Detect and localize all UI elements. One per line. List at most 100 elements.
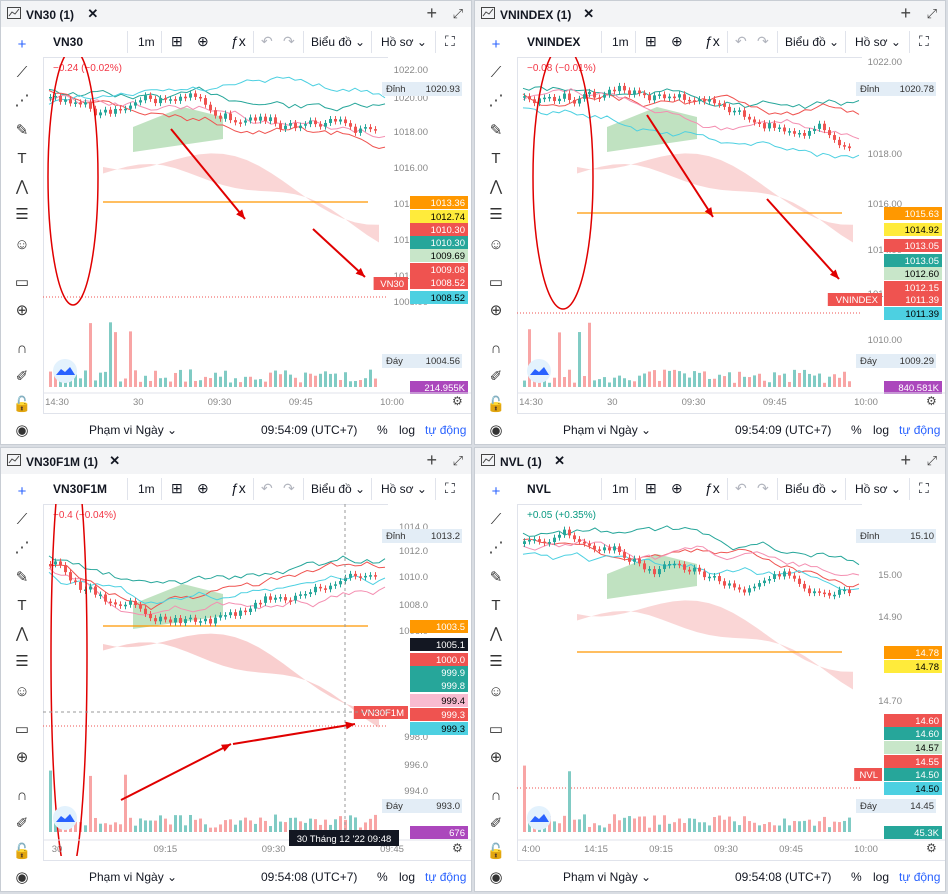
brush-icon[interactable]: ✎ [489, 122, 503, 139]
forecast-icon[interactable]: ☰ [15, 653, 29, 670]
indicator-add-icon[interactable]: ⊕ [197, 33, 209, 49]
profile-menu[interactable]: Hồ sơ ⌄ [381, 35, 427, 49]
symbol-search[interactable]: NVL [527, 482, 551, 496]
undo-icon[interactable]: ↶ [261, 33, 273, 49]
pattern-icon[interactable]: ⋀ [15, 625, 29, 642]
text-icon[interactable]: T [17, 150, 27, 167]
close-icon[interactable]: ✕ [554, 453, 565, 468]
emoji-icon[interactable]: ☺ [14, 683, 30, 700]
symbol-search[interactable]: VN30 [53, 35, 83, 49]
crosshair-icon[interactable]: + [491, 483, 501, 500]
redo-icon[interactable]: ↷ [757, 480, 769, 496]
candles-icon[interactable]: ⊞ [645, 480, 657, 496]
magnet-icon[interactable]: ∩ [16, 787, 28, 804]
formula-icon[interactable]: ƒx [231, 480, 246, 496]
emoji-icon[interactable]: ☺ [14, 236, 30, 253]
range-button[interactable]: Phạm vi Ngày ⌄ [563, 870, 651, 884]
fullscreen-icon[interactable]: ⛶ [919, 33, 929, 49]
lock-icon[interactable]: 🔓 [486, 396, 506, 413]
symbol-search[interactable]: VNINDEX [527, 35, 580, 49]
ruler-icon[interactable]: ▭ [14, 274, 30, 291]
close-icon[interactable]: ✕ [109, 453, 121, 468]
brush-icon[interactable]: ✎ [489, 569, 503, 586]
undo-icon[interactable]: ↶ [735, 480, 747, 496]
forecast-icon[interactable]: ☰ [489, 206, 503, 223]
text-icon[interactable]: T [17, 597, 27, 614]
auto-toggle[interactable]: tự động [899, 870, 941, 884]
settings-icon[interactable]: ⚙ [926, 841, 937, 855]
eye-icon[interactable]: ◉ [15, 422, 29, 439]
trendline-icon[interactable]: ⟋ [490, 511, 502, 528]
candles-icon[interactable]: ⊞ [171, 480, 183, 496]
brush-icon[interactable]: ✎ [15, 122, 29, 139]
interval-button[interactable]: 1m [612, 482, 629, 496]
candles-icon[interactable]: ⊞ [171, 33, 183, 49]
crosshair-icon[interactable]: + [17, 483, 27, 500]
emoji-icon[interactable]: ☺ [488, 683, 504, 700]
lock-drawing-icon[interactable]: ✐ [15, 368, 29, 385]
fib-icon[interactable]: ⋰ [488, 539, 504, 556]
percent-toggle[interactable]: % [851, 423, 862, 437]
add-icon[interactable]: + [900, 450, 911, 470]
fib-icon[interactable]: ⋰ [488, 92, 504, 109]
pattern-icon[interactable]: ⋀ [489, 178, 503, 195]
range-button[interactable]: Phạm vi Ngày ⌄ [563, 423, 651, 437]
lock-icon[interactable]: 🔓 [486, 843, 506, 860]
lock-icon[interactable]: 🔓 [12, 396, 32, 413]
maximize-icon[interactable]: ⤢ [452, 6, 463, 21]
formula-icon[interactable]: ƒx [705, 33, 720, 49]
zoom-icon[interactable]: ⊕ [15, 749, 29, 766]
forecast-icon[interactable]: ☰ [489, 653, 503, 670]
pattern-icon[interactable]: ⋀ [15, 178, 29, 195]
log-toggle[interactable]: log [873, 870, 890, 884]
log-toggle[interactable]: log [399, 870, 416, 884]
chart-menu[interactable]: Biểu đồ ⌄ [785, 482, 839, 496]
settings-icon[interactable]: ⚙ [452, 841, 463, 855]
close-icon[interactable]: ✕ [87, 6, 99, 21]
redo-icon[interactable]: ↷ [283, 480, 295, 496]
fib-icon[interactable]: ⋰ [14, 92, 30, 109]
price-chart[interactable]: −0.4 (−0.04%) 1014.0 1012.0 1010.0 1008.0 100… [43, 504, 471, 856]
chart-canvas[interactable]: −0.08 (−0.01%) 1022.00 1018.00 1016.00 1014.… [517, 57, 945, 409]
auto-toggle[interactable]: tự động [425, 870, 467, 884]
auto-toggle[interactable]: tự động [899, 423, 941, 437]
range-button[interactable]: Phạm vi Ngày ⌄ [89, 423, 177, 437]
undo-icon[interactable]: ↶ [735, 33, 747, 49]
profile-menu[interactable]: Hồ sơ ⌄ [855, 35, 901, 49]
profile-menu[interactable]: Hồ sơ ⌄ [381, 482, 427, 496]
text-icon[interactable]: T [491, 597, 501, 614]
log-toggle[interactable]: log [399, 423, 416, 437]
chart-menu[interactable]: Biểu đồ ⌄ [311, 35, 365, 49]
price-chart[interactable]: −0.08 (−0.01%) 1022.00 1018.00 1016.00 1014.… [517, 57, 945, 409]
trendline-icon[interactable]: ⟋ [16, 64, 28, 81]
undo-icon[interactable]: ↶ [261, 480, 273, 496]
redo-icon[interactable]: ↷ [283, 33, 295, 49]
logo-icon[interactable] [53, 359, 77, 383]
indicator-add-icon[interactable]: ⊕ [671, 480, 683, 496]
interval-button[interactable]: 1m [138, 482, 155, 496]
lock-drawing-icon[interactable]: ✐ [489, 368, 503, 385]
zoom-icon[interactable]: ⊕ [15, 302, 29, 319]
trendline-icon[interactable]: ⟋ [490, 64, 502, 81]
lock-drawing-icon[interactable]: ✐ [489, 815, 503, 832]
maximize-icon[interactable]: ⤢ [926, 6, 937, 21]
range-button[interactable]: Phạm vi Ngày ⌄ [89, 870, 177, 884]
percent-toggle[interactable]: % [377, 423, 388, 437]
log-toggle[interactable]: log [873, 423, 890, 437]
fib-icon[interactable]: ⋰ [14, 539, 30, 556]
add-icon[interactable]: + [426, 3, 437, 23]
settings-icon[interactable]: ⚙ [926, 394, 937, 408]
maximize-icon[interactable]: ⤢ [926, 453, 937, 468]
maximize-icon[interactable]: ⤢ [452, 453, 463, 468]
price-chart[interactable]: +0.05 (+0.35%) 15.00 14.90 14.70 Đỉnh 15.10 Đá… [517, 504, 945, 856]
eye-icon[interactable]: ◉ [15, 869, 29, 886]
price-chart[interactable]: −0.24 (−0.02%) 1022.00 1020.00 1018.00 1016.… [43, 57, 471, 409]
formula-icon[interactable]: ƒx [231, 33, 246, 49]
trendline-icon[interactable]: ⟋ [16, 511, 28, 528]
redo-icon[interactable]: ↷ [757, 33, 769, 49]
lock-drawing-icon[interactable]: ✐ [15, 815, 29, 832]
chart-menu[interactable]: Biểu đồ ⌄ [785, 35, 839, 49]
profile-menu[interactable]: Hồ sơ ⌄ [855, 482, 901, 496]
ruler-icon[interactable]: ▭ [14, 721, 30, 738]
interval-button[interactable]: 1m [612, 35, 629, 49]
